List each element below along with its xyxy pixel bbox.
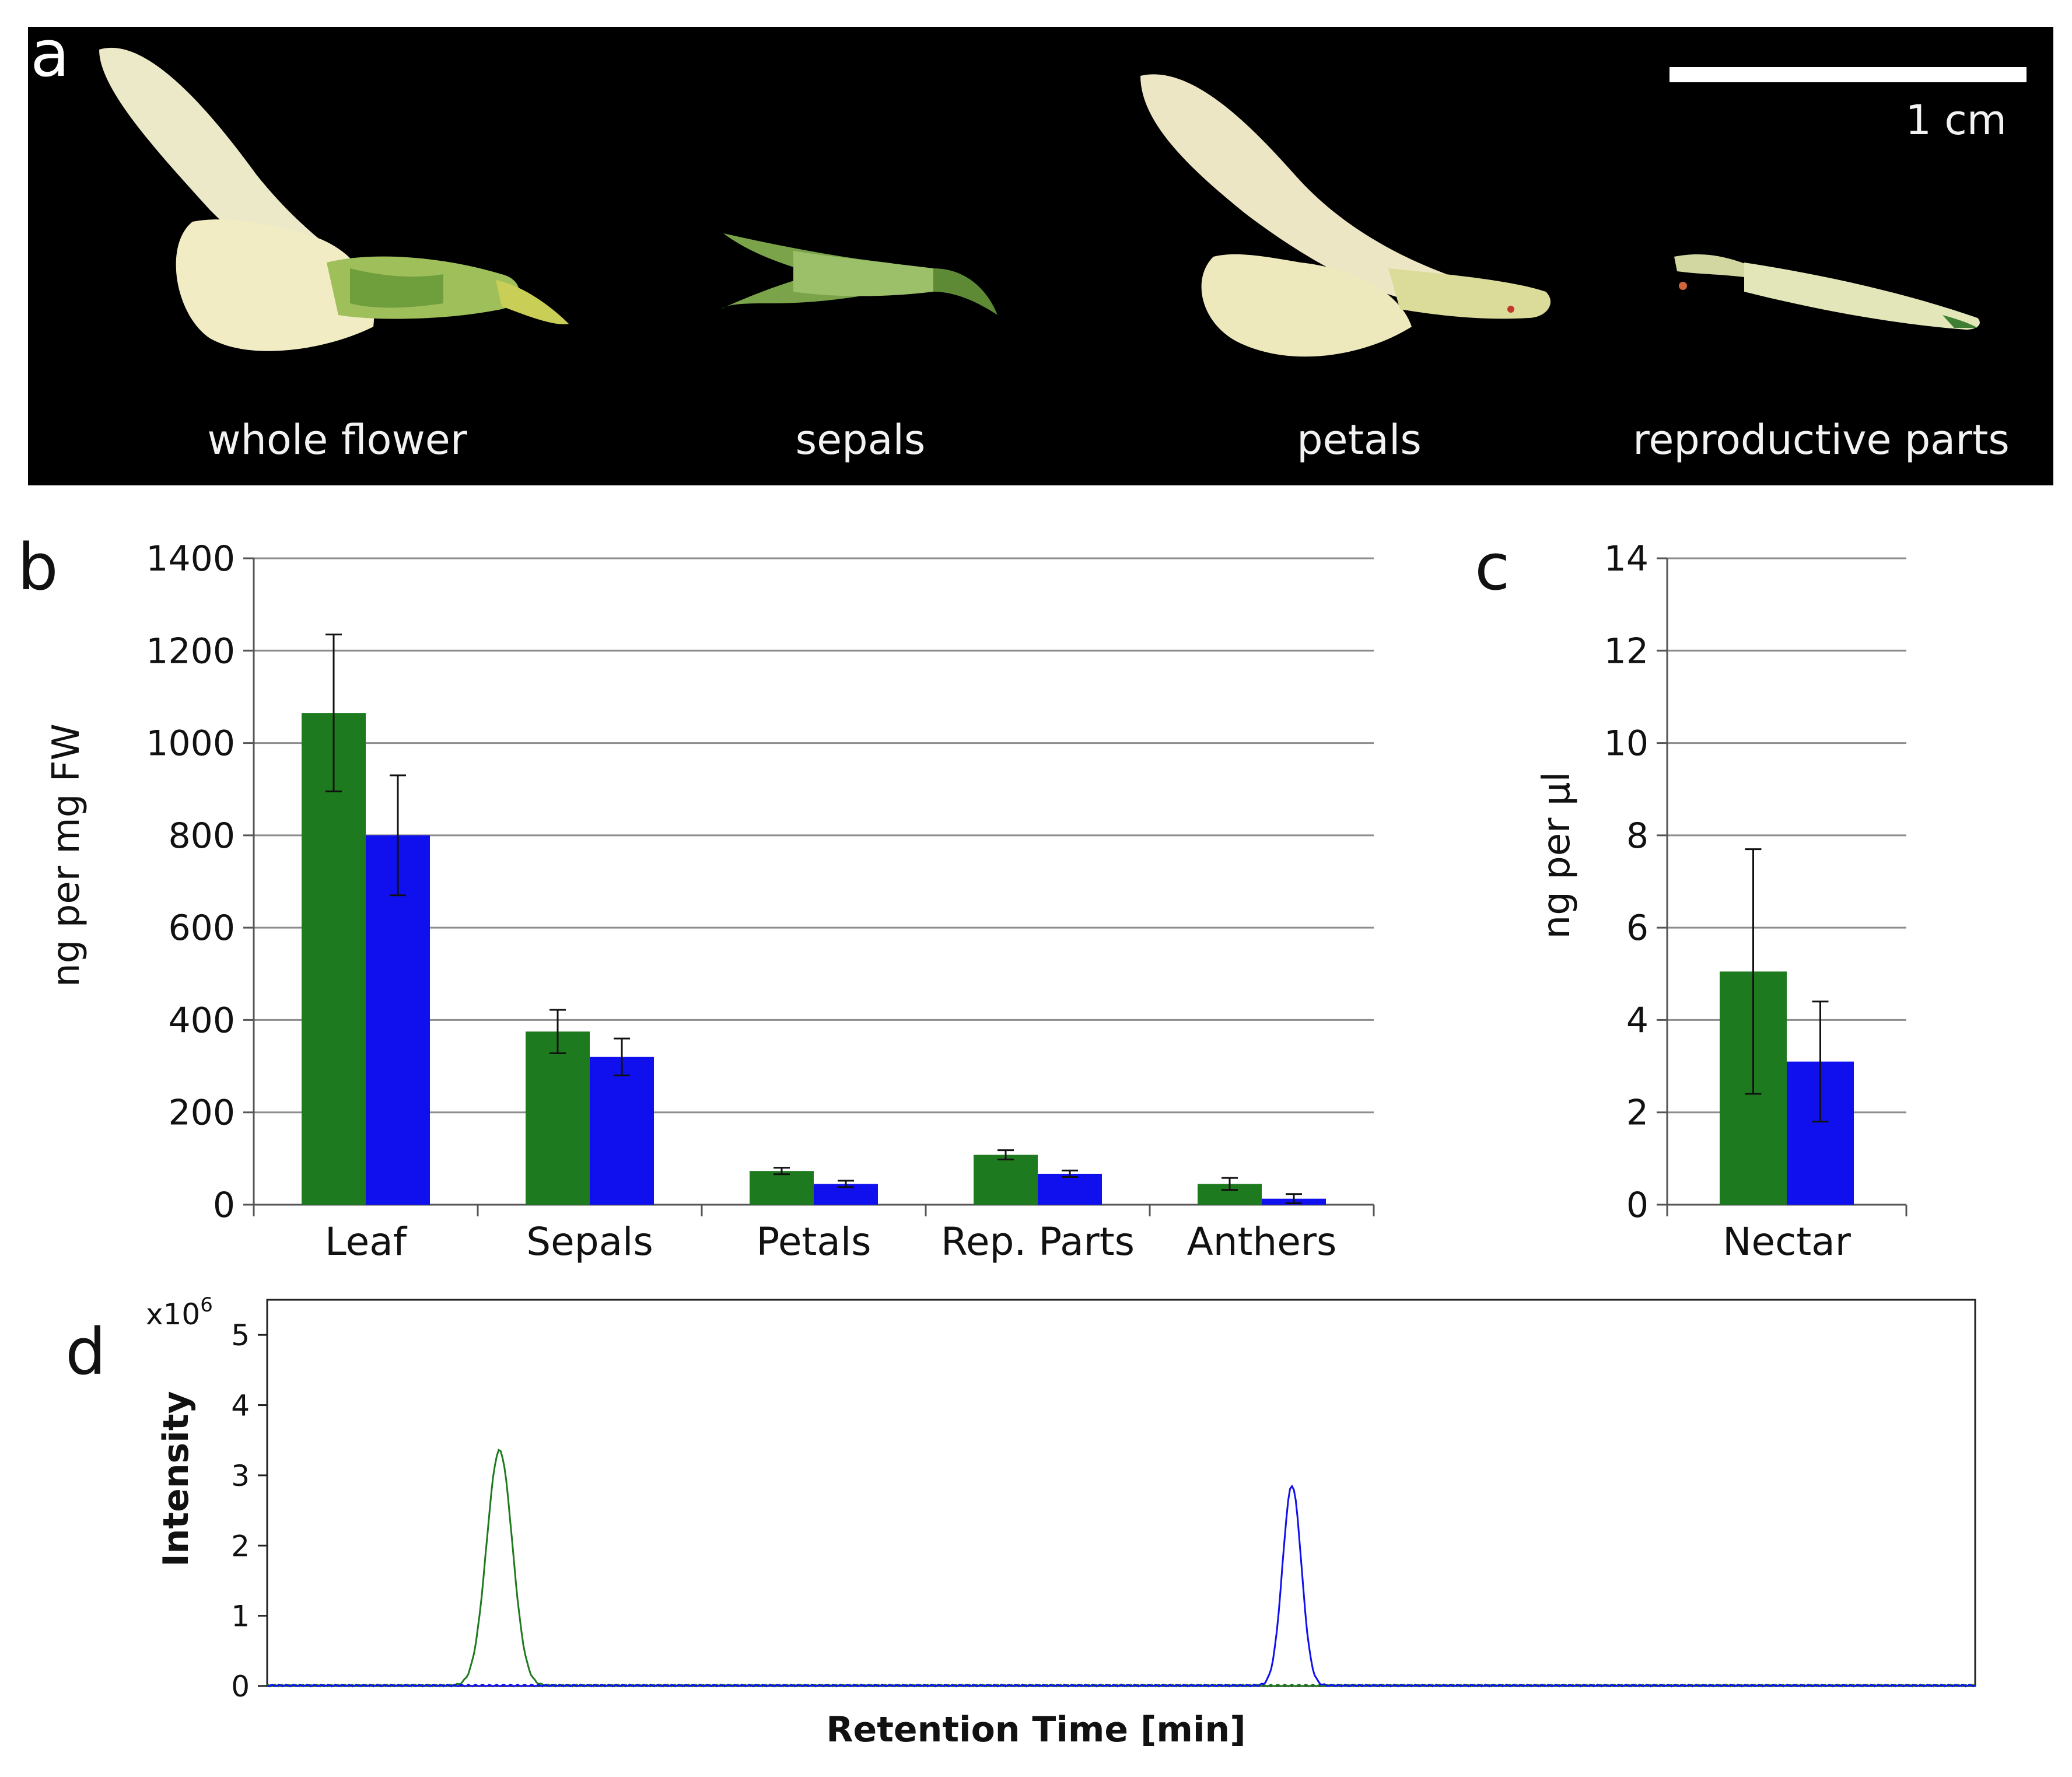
caption-whole-flower: whole flower — [207, 416, 467, 464]
b-bar-blue-rep-parts — [1038, 1173, 1102, 1205]
whole-flower-image — [99, 47, 569, 351]
petals-image — [1140, 74, 1551, 357]
d-ytick-label: 4 — [231, 1389, 250, 1423]
d-trace-blue — [267, 1484, 1976, 1688]
b-ytick-label: 800 — [168, 816, 235, 856]
d-ytick-label: 1 — [231, 1600, 250, 1633]
panel-c-label: c — [1475, 530, 1510, 604]
panel-d-x-axis-label: Retention Time [min] — [826, 1709, 1245, 1750]
b-bar-green-petals — [750, 1171, 814, 1205]
multiplier-exponent: 6 — [200, 1293, 213, 1317]
b-category-label: Petals — [756, 1219, 871, 1264]
b-ytick-label: 400 — [168, 1000, 235, 1041]
panel-b-y-axis-label: ng per mg FW — [45, 723, 88, 987]
panel-a: a 1 cm whole — [28, 16, 2053, 485]
panel-d-label: d — [65, 1314, 106, 1389]
panel-c-chart: c ng per µl 0 2 4 6 8 10 12 14 Nectar — [1475, 530, 1908, 1264]
reproductive-parts-image — [1674, 254, 1980, 330]
c-ytick-label: 4 — [1626, 1000, 1648, 1041]
d-ytick-label: 3 — [231, 1459, 250, 1493]
scale-bar-label: 1 cm — [1906, 96, 2007, 144]
c-ytick-label: 8 — [1626, 816, 1648, 856]
sepals-image — [720, 233, 998, 315]
caption-reproductive-parts: reproductive parts — [1633, 416, 2010, 464]
b-bar-blue-sepals — [590, 1057, 654, 1205]
c-category-label: Nectar — [1723, 1219, 1852, 1264]
b-ytick-label: 200 — [168, 1093, 235, 1134]
panel-c-y-axis-label: ng per µl — [1535, 772, 1578, 939]
b-category-label: Anthers — [1187, 1219, 1337, 1264]
panel-a-label: a — [30, 16, 69, 91]
multiplier-base: x10 — [146, 1297, 200, 1331]
c-ytick-label: 2 — [1626, 1093, 1648, 1134]
c-ytick-label: 6 — [1626, 908, 1648, 949]
b-ytick-label: 0 — [213, 1185, 235, 1226]
c-ytick-label: 0 — [1626, 1185, 1648, 1226]
d-trace-green — [267, 1449, 1976, 1688]
panel-d-plot-frame — [266, 1299, 1976, 1687]
b-ytick-label: 600 — [168, 908, 235, 949]
panel-d-chart: d x106 Intensity Retention Time [min] 0 1… — [65, 1293, 1976, 1750]
b-bar-blue-leaf — [366, 835, 430, 1205]
scale-bar — [1670, 67, 2027, 82]
d-ytick-label: 2 — [231, 1529, 250, 1563]
b-category-label: Rep. Parts — [941, 1219, 1135, 1264]
b-bar-green-rep-parts — [974, 1155, 1038, 1205]
b-ytick-label: 1200 — [146, 631, 235, 671]
c-ytick-label: 14 — [1604, 538, 1648, 579]
caption-sepals: sepals — [796, 416, 926, 464]
b-category-label: Sepals — [526, 1219, 653, 1264]
caption-petals: petals — [1297, 416, 1422, 464]
b-bar-green-leaf — [302, 713, 366, 1205]
c-ytick-label: 10 — [1604, 723, 1648, 764]
b-ytick-label: 1000 — [146, 723, 235, 764]
panel-b-label: b — [18, 530, 58, 604]
b-ytick-label: 1400 — [146, 538, 235, 579]
panel-d-y-multiplier: x106 — [146, 1293, 213, 1331]
panel-d-y-axis-label: Intensity — [156, 1391, 197, 1566]
d-ytick-label: 0 — [231, 1670, 250, 1703]
b-bar-green-sepals — [526, 1031, 590, 1205]
b-category-label: Leaf — [325, 1219, 408, 1264]
panel-b-chart: b ng per mg FW 0 200 400 600 800 1000 1200 1400… — [18, 530, 1375, 1264]
d-ytick-label: 5 — [231, 1318, 250, 1352]
c-ytick-label: 12 — [1604, 631, 1648, 671]
